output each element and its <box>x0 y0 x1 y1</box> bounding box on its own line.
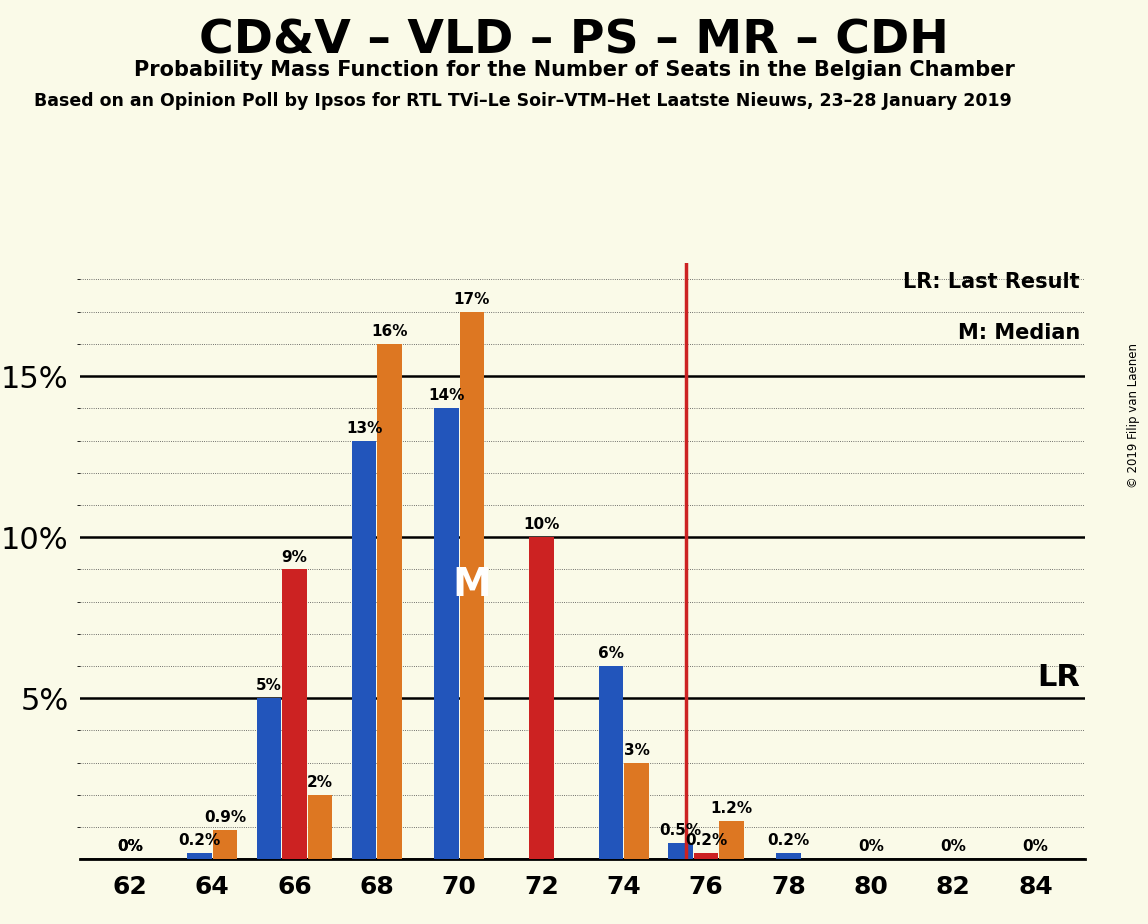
Bar <box>720 821 744 859</box>
Text: M: Median: M: Median <box>957 322 1080 343</box>
Bar <box>187 853 211 859</box>
Text: 0.9%: 0.9% <box>204 810 246 825</box>
Text: 14%: 14% <box>428 388 465 404</box>
Text: 0.2%: 0.2% <box>178 833 220 848</box>
Bar <box>529 537 553 859</box>
Text: LR: Last Result: LR: Last Result <box>903 273 1080 292</box>
Text: 9%: 9% <box>281 550 308 565</box>
Bar <box>668 844 693 859</box>
Text: 16%: 16% <box>371 324 408 339</box>
Bar <box>308 795 332 859</box>
Text: 2%: 2% <box>307 775 333 790</box>
Bar <box>459 311 484 859</box>
Text: 10%: 10% <box>523 517 559 532</box>
Text: 0%: 0% <box>117 840 142 855</box>
Text: 0.5%: 0.5% <box>660 823 701 838</box>
Text: LR: LR <box>1037 663 1080 692</box>
Text: © 2019 Filip van Laenen: © 2019 Filip van Laenen <box>1127 344 1140 488</box>
Text: 1.2%: 1.2% <box>711 801 753 816</box>
Text: 0%: 0% <box>940 840 967 855</box>
Text: M: M <box>452 566 491 604</box>
Text: 3%: 3% <box>623 743 650 758</box>
Bar <box>434 408 459 859</box>
Bar <box>351 441 377 859</box>
Text: Based on an Opinion Poll by Ipsos for RTL TVi–Le Soir–VTM–Het Laatste Nieuws, 23: Based on an Opinion Poll by Ipsos for RT… <box>34 92 1013 110</box>
Bar <box>378 344 402 859</box>
Text: 13%: 13% <box>346 420 382 436</box>
Text: 17%: 17% <box>453 292 490 307</box>
Bar <box>693 853 719 859</box>
Bar <box>625 762 649 859</box>
Text: 0%: 0% <box>858 840 884 855</box>
Text: 0.2%: 0.2% <box>685 833 727 848</box>
Text: 0%: 0% <box>1023 840 1048 855</box>
Text: Probability Mass Function for the Number of Seats in the Belgian Chamber: Probability Mass Function for the Number… <box>133 60 1015 80</box>
Bar <box>212 831 238 859</box>
Bar <box>282 569 307 859</box>
Bar <box>256 699 281 859</box>
Bar <box>776 853 801 859</box>
Text: 0%: 0% <box>117 840 142 855</box>
Text: 6%: 6% <box>598 646 625 662</box>
Text: 0.2%: 0.2% <box>767 833 809 848</box>
Bar <box>598 666 623 859</box>
Text: CD&V – VLD – PS – MR – CDH: CD&V – VLD – PS – MR – CDH <box>199 18 949 64</box>
Text: 5%: 5% <box>256 678 282 693</box>
